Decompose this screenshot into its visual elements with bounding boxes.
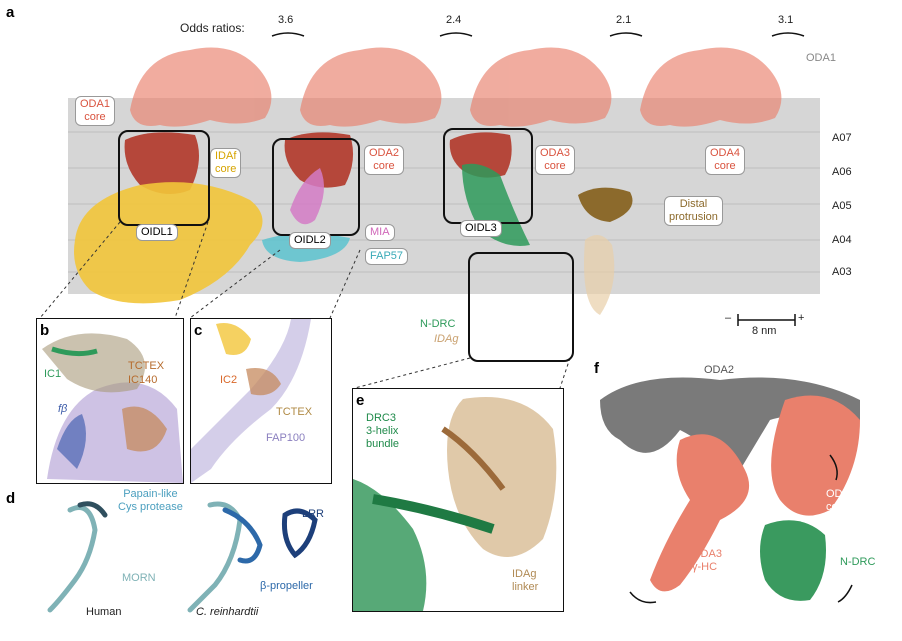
protofilament-a05: A05 bbox=[832, 200, 852, 212]
panel-e bbox=[352, 388, 564, 612]
protofilament-a04: A04 bbox=[832, 234, 852, 246]
ic140-label: IC140 bbox=[128, 374, 158, 386]
fap100-label: FAP100 bbox=[266, 432, 306, 444]
panel-f-label: f bbox=[594, 360, 599, 377]
human-label: Human bbox=[86, 606, 122, 618]
oda3-core-label: ODA3 core bbox=[535, 145, 575, 175]
ndrc-label: N-DRC bbox=[420, 318, 456, 330]
f-oda2-label: ODA2 bbox=[704, 364, 734, 376]
oda1-head bbox=[130, 47, 272, 127]
f-ndrc-label: N-DRC bbox=[840, 556, 876, 568]
mia-label: MIA bbox=[365, 224, 395, 241]
panel-b-label: b bbox=[40, 322, 50, 339]
idag-label: IDAg bbox=[434, 333, 459, 345]
odds-value-2: 2.4 bbox=[446, 14, 462, 26]
f-oda3-core-label: ODA3 core bbox=[826, 488, 856, 513]
oidl3-label: OIDL3 bbox=[460, 220, 502, 237]
odds-value-3: 2.1 bbox=[616, 14, 632, 26]
lrr-label: LRR bbox=[302, 508, 325, 520]
drc3-bundle-label: DRC3 3-helix bundle bbox=[366, 412, 400, 450]
tctex-label-b: TCTEX bbox=[128, 360, 165, 372]
idag-box bbox=[468, 252, 574, 362]
oidl1-label: OIDL1 bbox=[136, 224, 178, 241]
scale-minus: – bbox=[725, 312, 732, 324]
odds-value-1: 3.6 bbox=[278, 14, 294, 26]
panel-c bbox=[190, 318, 332, 484]
f-oda3-hc-label: ODA3 γ-HC bbox=[692, 548, 722, 573]
idaf-core-label: IDAf core bbox=[210, 148, 242, 178]
panel-d-label: d bbox=[6, 490, 16, 507]
oidl2-label: OIDL2 bbox=[289, 232, 331, 249]
oda2-head bbox=[300, 47, 442, 127]
ic1-label: IC1 bbox=[44, 368, 62, 380]
idag-linker-label: IDAg linker bbox=[512, 568, 539, 593]
beta-propeller-label: β-propeller bbox=[260, 580, 313, 592]
odds-value-4: 3.1 bbox=[778, 14, 794, 26]
protofilament-a03: A03 bbox=[832, 266, 852, 278]
protofilament-a06: A06 bbox=[832, 166, 852, 178]
oda4-head bbox=[640, 47, 782, 127]
panel-b bbox=[36, 318, 184, 484]
panel-c-label: c bbox=[194, 322, 203, 339]
oda1-core-label: ODA1 core bbox=[75, 96, 115, 126]
tctex-label-c: TCTEX bbox=[276, 406, 313, 418]
ida-f-density bbox=[74, 182, 263, 304]
protofilament-a07: A07 bbox=[832, 132, 852, 144]
oda3-head bbox=[470, 47, 612, 127]
odds-ratios-label: Odds ratios: bbox=[180, 21, 245, 35]
morn-label: MORN bbox=[122, 572, 156, 584]
papain-label: Papain-like Cys protease bbox=[118, 488, 183, 513]
scale-bar-label: 8 nm bbox=[752, 325, 777, 337]
creinhardtii-label: C. reinhardtii bbox=[196, 606, 259, 618]
distal-protrusion-label: Distal protrusion bbox=[664, 196, 723, 226]
fap57-label: FAP57 bbox=[365, 248, 409, 265]
oda4-core-label: ODA4 core bbox=[705, 145, 745, 175]
scale-plus: + bbox=[798, 312, 805, 324]
oda2-core-label: ODA2 core bbox=[364, 145, 404, 175]
panel-a-label: a bbox=[6, 4, 15, 21]
f-beta-label: fβ bbox=[58, 403, 68, 415]
oda1-side-label: ODA1 bbox=[806, 52, 836, 64]
panel-e-label: e bbox=[356, 392, 365, 409]
ic2-label: IC2 bbox=[220, 374, 238, 386]
